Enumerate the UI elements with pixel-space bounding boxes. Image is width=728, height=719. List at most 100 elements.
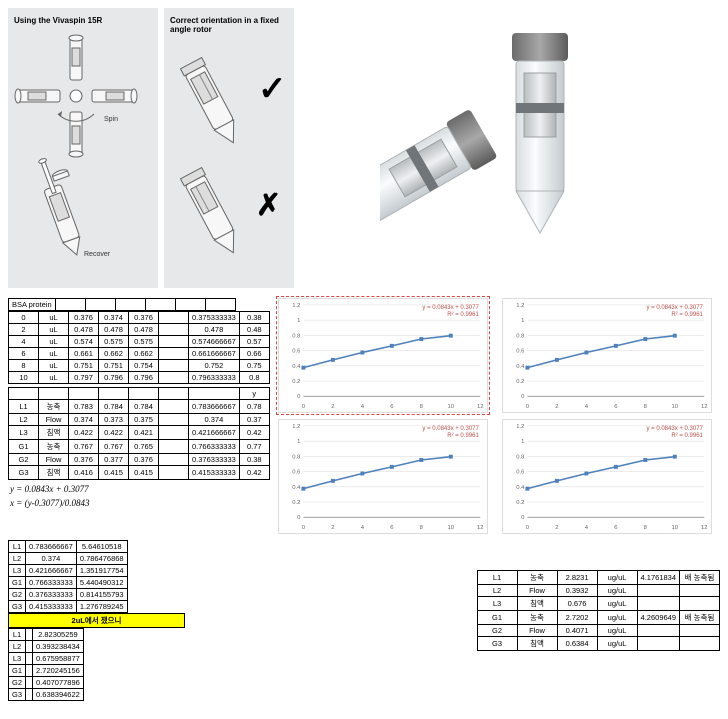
t2b-row: L30.675958877 (9, 653, 84, 665)
panel-orientation: Correct orientation in a fixed angle rot… (164, 8, 294, 288)
bsa1-cell: 0.575 (129, 336, 159, 348)
svg-text:0.6: 0.6 (292, 470, 301, 476)
svg-text:10: 10 (671, 525, 678, 531)
table2-block: L10.7836666675.64610518L20.3740.78647686… (8, 540, 185, 701)
svg-text:8: 8 (419, 525, 423, 531)
svg-text:0: 0 (297, 394, 301, 400)
bsa2-cell: Flow (39, 414, 69, 426)
bsa2-row: G3침액0.4160.4150.4150.4153333330.42 (9, 466, 270, 480)
t2b-cell: 0.393238434 (33, 641, 84, 653)
t2b-cell (26, 629, 33, 641)
t3-cell: 4.1761834 (637, 571, 679, 585)
bsa1-cell: 0.575 (99, 336, 129, 348)
bottom-row: L10.7836666675.64610518L20.3740.78647686… (8, 540, 720, 701)
t2b-cell (26, 677, 33, 689)
bsa1-cell: 0.661666667 (189, 348, 240, 360)
svg-text:0.2: 0.2 (516, 500, 524, 506)
t3-cell: 배 농축됨 (680, 611, 720, 625)
svg-text:4: 4 (361, 525, 365, 531)
svg-text:1: 1 (521, 318, 524, 324)
bsa2-cell: Flow (39, 454, 69, 466)
svg-text:1.2: 1.2 (516, 424, 524, 430)
svg-text:0: 0 (526, 404, 530, 410)
bsa1-cell: 0.478 (189, 324, 240, 336)
bsa1-row: 10uL0.7970.7960.7960.7963333330.8 (9, 372, 270, 384)
bsa2-cell: 0.375 (129, 414, 159, 426)
t3-cell (637, 625, 679, 637)
bsa2-row: G2Flow0.3760.3770.3760.3763333330.38 (9, 454, 270, 466)
bsa2-cell: 0.374 (189, 414, 240, 426)
svg-text:0.6: 0.6 (516, 349, 525, 355)
panel1-title: Using the Vivaspin 15R (14, 16, 152, 25)
t3-cell: 침액 (517, 597, 557, 611)
t3-cell: ug/uL (597, 585, 637, 597)
product-photo (300, 8, 720, 288)
bsa1-cell: 0.38 (239, 312, 269, 324)
bsa1-cell: 0 (9, 312, 39, 324)
bsa2-cell: 0.415 (99, 466, 129, 480)
t2b-row: G30.638394622 (9, 689, 84, 701)
bsa2-cell: 0.415333333 (189, 466, 240, 480)
highlight-cell: 2uL에서 쟀으니 (9, 614, 185, 628)
t2a-row: G10.7663333335.440490312 (9, 577, 128, 589)
bsa2-cell: L3 (9, 426, 39, 440)
t3-cell: 0.6384 (557, 637, 597, 651)
t3-cell: ug/uL (597, 625, 637, 637)
charts-grid: 00.20.40.60.811.2024681012y = 0.0843x + … (278, 298, 720, 534)
svg-text:1: 1 (521, 439, 524, 445)
t3-cell: 0.676 (557, 597, 597, 611)
bsa2-row: y (9, 388, 270, 400)
svg-text:8: 8 (419, 404, 423, 410)
t2a-cell: L3 (9, 565, 26, 577)
t2a-cell: G1 (9, 577, 26, 589)
t3-cell: 0.3932 (557, 585, 597, 597)
bsa2-cell: L2 (9, 414, 39, 426)
t3-cell: 농축 (517, 571, 557, 585)
bsa2-row: L1농축0.7830.7840.7840.7836666670.78 (9, 400, 270, 414)
t2b-cell: G2 (9, 677, 26, 689)
bsa2-cell: 0.767 (69, 440, 99, 454)
bsa-label: BSA protein (9, 299, 56, 311)
bsa2-cell: 0.38 (239, 454, 269, 466)
table2-bottom: L12.82305259L20.393238434L30.675958877G1… (8, 628, 84, 701)
t3-cell (637, 637, 679, 651)
vivaspin-diagram: Spin Recover (14, 31, 148, 281)
bsa2-cell: G3 (9, 466, 39, 480)
orientation-diagram: ✓ ✗ (170, 40, 288, 280)
svg-text:10: 10 (671, 404, 678, 410)
bsa1-cell: 0.752 (189, 360, 240, 372)
bsa2-cell: 0.373 (99, 414, 129, 426)
svg-text:0: 0 (302, 404, 306, 410)
t3-row: L3침액0.676ug/uL (477, 597, 719, 611)
chart-4: 00.20.40.60.811.2024681012y = 0.0843x + … (502, 419, 712, 534)
bsa2-row: L3침액0.4220.4220.4210.4216666670.42 (9, 426, 270, 440)
bsa2-cell: G1 (9, 440, 39, 454)
bsa1-cell: 0.8 (239, 372, 269, 384)
t2a-cell: 0.421666667 (26, 565, 77, 577)
bsa2-cell: 0.766333333 (189, 440, 240, 454)
t2a-cell: 5.64610518 (76, 541, 127, 553)
t2a-cell: 0.376333333 (26, 589, 77, 601)
chart-equation: y = 0.0843x + 0.3077R² = 0.9961 (422, 426, 478, 440)
t3-row: L1농축2.8231ug/uL4.1761834배 농축됨 (477, 571, 719, 585)
t3-cell: L1 (477, 571, 517, 585)
bsa2-cell (159, 466, 189, 480)
bsa2-cell: 0.374 (69, 414, 99, 426)
t3-cell: 2.8231 (557, 571, 597, 585)
bsa2-cell: 0.783 (69, 400, 99, 414)
table3-block: L1농축2.8231ug/uL4.1761834배 농축됨L2Flow0.393… (477, 570, 720, 651)
bsa-table-1: BSA protein (8, 298, 236, 311)
svg-text:0.4: 0.4 (292, 364, 301, 370)
bsa1-cell: 0.574 (69, 336, 99, 348)
t2a-cell: 0.415333333 (26, 601, 77, 613)
bsa-rows-2: yL1농축0.7830.7840.7840.7836666670.78L2Flo… (8, 387, 270, 480)
bsa1-cell: 0.751 (69, 360, 99, 372)
bsa1-cell: 0.796 (129, 372, 159, 384)
chart-equation: y = 0.0843x + 0.3077R² = 0.9961 (422, 305, 478, 319)
svg-text:0: 0 (526, 525, 530, 531)
svg-text:8: 8 (644, 404, 648, 410)
t2a-cell: 0.374 (26, 553, 77, 565)
bsa2-cell: 0.77 (239, 440, 269, 454)
t3-cell: ug/uL (597, 571, 637, 585)
bsa1-cell: 0.751 (99, 360, 129, 372)
